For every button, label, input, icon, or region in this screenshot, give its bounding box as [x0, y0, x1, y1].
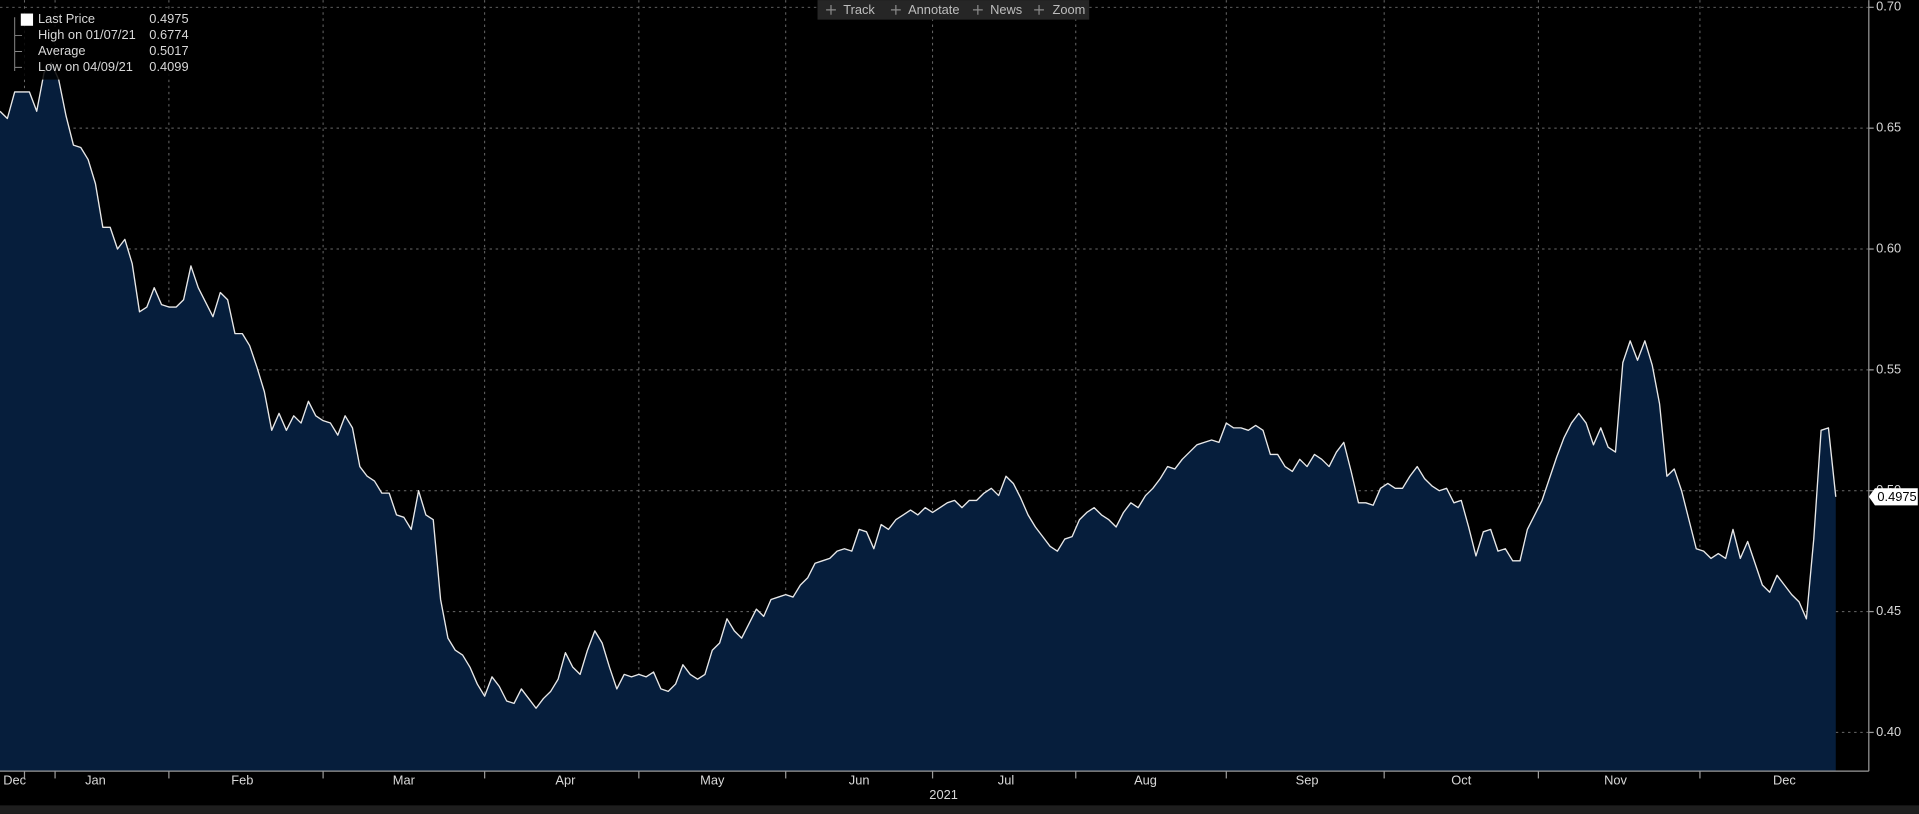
- y-tick-label: 0.70: [1876, 0, 1901, 14]
- x-tick-label: Aug: [1134, 772, 1157, 787]
- x-tick-label: Jan: [85, 772, 106, 787]
- legend-stat-label: Average: [38, 43, 86, 58]
- toolbar-label: News: [990, 2, 1022, 17]
- y-tick-label: 0.45: [1876, 603, 1901, 618]
- toolbar-icon: [890, 4, 901, 15]
- toolbar-icon: [1034, 4, 1044, 15]
- x-tick-label: Oct: [1451, 772, 1471, 787]
- toolbar-button[interactable]: Zoom: [1034, 2, 1085, 17]
- legend-stat-label: Low on 04/09/21: [38, 59, 133, 74]
- x-tick-label: Jun: [849, 772, 870, 787]
- x-tick-label: May: [700, 772, 725, 787]
- y-tick-label: 0.55: [1876, 361, 1901, 376]
- x-tick-label: Nov: [1604, 772, 1627, 787]
- toolbar-button[interactable]: Track: [826, 2, 875, 17]
- legend-value: 0.4975: [149, 11, 188, 26]
- tag-label: 0.4975: [1877, 489, 1916, 504]
- tag-pointer: [1868, 488, 1918, 506]
- toolbar-label: Track: [843, 2, 875, 17]
- toolbar-background: [817, 0, 1090, 20]
- toolbar-label: Annotate: [908, 2, 959, 17]
- axes: 0.400.450.500.550.600.650.70DecJanFebMar…: [3, 0, 1901, 787]
- x-tick-label: Sep: [1296, 772, 1319, 787]
- x-axis-label: 2021: [929, 787, 958, 802]
- x-tick-label: Apr: [555, 772, 576, 787]
- legend-stat-value: 0.5017: [149, 43, 188, 58]
- area: [0, 62, 1836, 772]
- plot: [0, 62, 1837, 772]
- x-tick-label: Mar: [393, 772, 416, 787]
- x-tick-label: Feb: [231, 772, 253, 787]
- scrollbar: [0, 805, 1919, 814]
- legend-stat-value: 0.6774: [149, 27, 188, 42]
- toolbar-button[interactable]: News: [972, 2, 1022, 17]
- legend-stats: High on 01/07/21 0.6774 Average 0.5017 Low o…: [38, 27, 189, 74]
- toolbar-button[interactable]: Annotate: [890, 2, 960, 17]
- y-tick-label: 0.65: [1876, 120, 1901, 135]
- x-tick-label: Dec: [3, 772, 26, 787]
- line: [0, 62, 1837, 709]
- legend: Last Price 0.4975 High on 01/07/21 0.6774…: [4, 9, 195, 80]
- legend-swatch: [20, 13, 34, 26]
- toolbar-label: Zoom: [1053, 2, 1086, 17]
- x-tick-label: Dec: [1773, 772, 1796, 787]
- legend-stat-value: 0.4099: [149, 59, 188, 74]
- last-price-tag: 0.4975: [1868, 488, 1918, 506]
- legend-box: [4, 9, 195, 80]
- y-tick-label: 0.40: [1876, 724, 1901, 739]
- toolbar-icon: [972, 4, 983, 15]
- toolbar-icon: [826, 4, 836, 15]
- x-tick-label: Jul: [998, 772, 1014, 787]
- toolbar: Track Annotate News Zoom: [817, 0, 1090, 20]
- y-tick-label: 0.60: [1876, 240, 1901, 255]
- legend-stat-label: High on 01/07/21: [38, 27, 136, 42]
- legend-tree: [14, 17, 23, 72]
- legend-label: Last Price: [38, 11, 95, 26]
